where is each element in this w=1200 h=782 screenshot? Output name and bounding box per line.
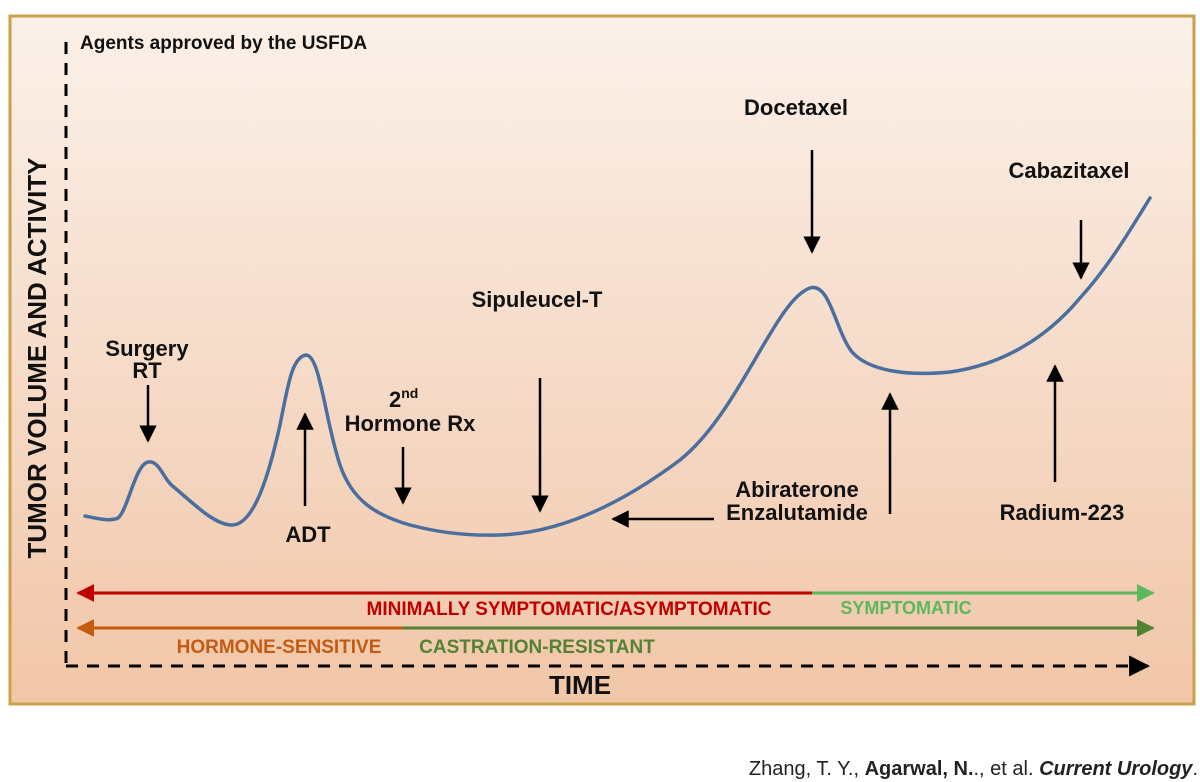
radium-label: Radium-223 (1000, 500, 1125, 525)
citation: Zhang, T. Y., Agarwal, N.., et al. Curre… (749, 758, 1198, 781)
symptomatic-label: SYMPTOMATIC (840, 598, 971, 618)
x-axis-label: TIME (549, 670, 611, 700)
adt-label: ADT (285, 522, 331, 547)
tumor-curve (83, 196, 1152, 537)
y-axis-label: TUMOR VOLUME AND ACTIVITY (22, 157, 52, 558)
citation-tail: . (1192, 758, 1198, 780)
citation-bold-author: Agarwal, N. (864, 758, 974, 780)
second-hormone-number: 2nd (389, 385, 418, 412)
minimally-symptomatic-label: MINIMALLY SYMPTOMATIC/ASYMPTOMATIC (367, 599, 772, 620)
enzalutamide-label: Enzalutamide (726, 500, 868, 525)
docetaxel-label: Docetaxel (744, 95, 848, 120)
citation-etal: ., et al. (973, 758, 1040, 780)
header-note: Agents approved by the USFDA (80, 33, 367, 54)
cabazitaxel-label: Cabazitaxel (1008, 158, 1129, 183)
superscript-nd: nd (401, 385, 418, 401)
castration-resistant-label: CASTRATION-RESISTANT (419, 637, 655, 658)
hormone-sensitive-label: HORMONE-SENSITIVE (177, 637, 382, 658)
citation-authors: Zhang, T. Y., (748, 758, 865, 780)
citation-journal: Current Urology (1039, 758, 1193, 780)
sipuleucel-label: Sipuleucel-T (472, 287, 603, 312)
hormone-rx-label: Hormone Rx (345, 411, 477, 436)
rt-label: RT (132, 358, 162, 383)
surgery-label: Surgery (105, 336, 189, 361)
abiraterone-label: Abiraterone (735, 477, 858, 502)
